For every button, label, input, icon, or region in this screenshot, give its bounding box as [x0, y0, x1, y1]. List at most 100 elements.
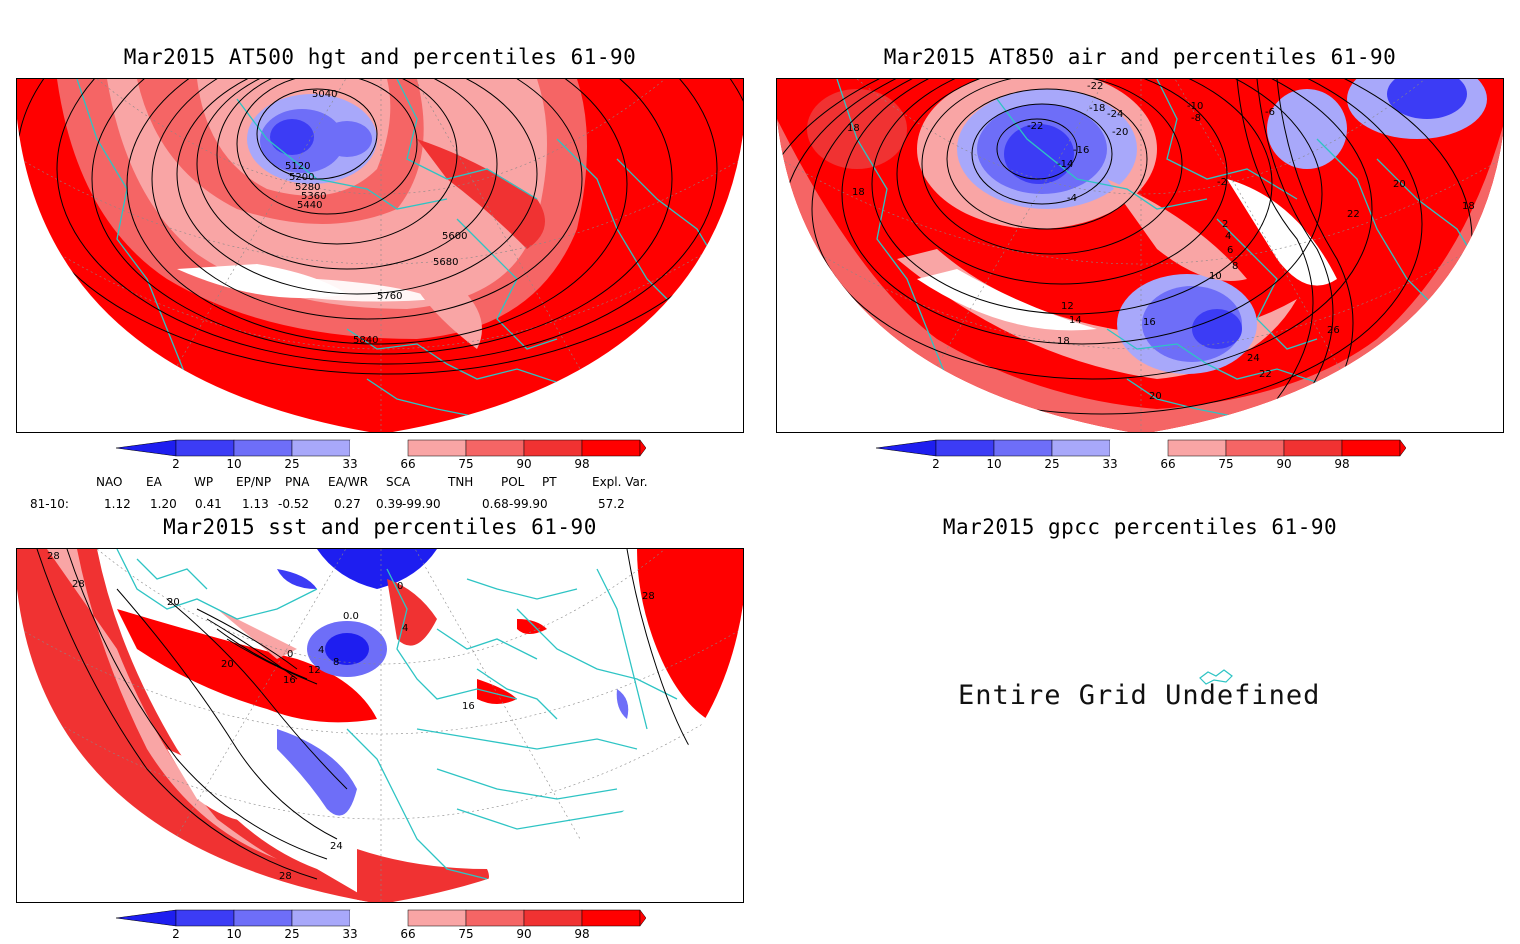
contour-label: 4	[318, 645, 324, 656]
colorbar-top-right: 2 10 25 33 66 75 90 98	[875, 438, 1407, 471]
sst-map: 28 28 20 0 4 0.0 0 4 8 12 16 20 24 28 28…	[17, 549, 743, 902]
contour-label: 2	[1222, 219, 1228, 230]
contour-label: -8	[1191, 113, 1201, 124]
contour-label: -10	[1187, 101, 1203, 112]
contour-label: 10	[1209, 271, 1222, 282]
colorbar-segment	[1167, 439, 1227, 457]
contour-label: -6	[1265, 107, 1275, 118]
contour-label: 14	[1069, 315, 1082, 326]
contour-label: 4	[1225, 231, 1231, 242]
colorbar-tick-label: 90	[516, 457, 531, 470]
colorbar-segment	[993, 439, 1053, 457]
panel3-title: Mar2015 sst and percentiles 61-90	[163, 515, 597, 539]
colorbar-segment	[175, 909, 235, 927]
colorbar-arrow-low	[115, 909, 177, 927]
idx-header: SCA	[386, 475, 411, 489]
colorbar-segment	[1110, 440, 1168, 456]
colorbar-tick-label: 75	[458, 457, 473, 470]
colorbar-segment	[935, 439, 995, 457]
contour-label: 16	[1143, 317, 1156, 328]
contour-label: 20	[1149, 391, 1162, 402]
contour-label: 16	[462, 701, 475, 712]
colorbar-segment	[350, 440, 408, 456]
contour-label: -18	[1089, 103, 1105, 114]
idx-value: 0.41	[195, 497, 222, 511]
colorbar-top: 2 10 25 33 66 75 90 98	[115, 438, 647, 471]
contour-label: 6	[1227, 245, 1233, 256]
colorbar-tick-label: 33	[342, 457, 357, 470]
contour-label: 24	[1247, 353, 1260, 364]
colorbar-tick-label: 2	[172, 457, 180, 470]
contour-label: -22	[1087, 81, 1103, 92]
idx-value: 1.12	[104, 497, 131, 511]
contour-label: 20	[221, 659, 234, 670]
colorbar-segment	[1225, 439, 1285, 457]
contour-label: 8	[333, 657, 339, 668]
colorbar-tick-label: 10	[986, 457, 1001, 470]
colorbar-tick-label: 2	[172, 927, 180, 940]
idx-header: EA	[146, 475, 162, 489]
contour-label: 28	[72, 579, 85, 590]
colorbar-tick-label: 90	[1276, 457, 1291, 470]
colorbar-tick-label: 90	[516, 927, 531, 940]
contour-label: 28	[47, 551, 60, 562]
contour-label: 12	[308, 665, 321, 676]
colorbar-tick-label: 33	[342, 927, 357, 940]
contour-label: 0.0	[343, 611, 359, 622]
contour-label: 8	[1232, 261, 1238, 272]
colorbar-segment	[1341, 439, 1401, 457]
colorbar-segment	[407, 439, 467, 457]
idx-value: -99.90	[509, 497, 548, 511]
idx-header: Expl. Var.	[592, 475, 648, 489]
panel4-title: Mar2015 gpcc percentiles 61-90	[942, 515, 1338, 539]
panel3-map: 28 28 20 0 4 0.0 0 4 8 12 16 20 24 28 28…	[16, 548, 744, 903]
idx-value: 1.13	[242, 497, 269, 511]
contour-label: 12	[1061, 301, 1074, 312]
panel1-map: 5040 5120 5200 5280 5360 5440 5520 5600 …	[16, 78, 744, 433]
idx-value: 0.27	[334, 497, 361, 511]
contour-label: 4	[402, 623, 408, 634]
contour-label: 20	[167, 597, 180, 608]
contour-label: -14	[1057, 159, 1073, 170]
contour-label: 16	[283, 675, 296, 686]
contour-label: 5280	[295, 182, 320, 193]
contour-label: 18	[847, 123, 860, 134]
colorbar-segment	[291, 439, 351, 457]
panel2-title: Mar2015 AT850 air and percentiles 61-90	[883, 45, 1397, 69]
colorbar-tick-label: 66	[400, 927, 415, 940]
tiny-coast-mark	[1199, 669, 1233, 685]
idx-header: EP/NP	[236, 475, 272, 489]
air850-map: -22 -24 -18 -10 -8 -6 -22 -20 -16 -14 -4…	[777, 79, 1503, 432]
contour-label: 28	[279, 871, 292, 882]
colorbar-segment	[581, 439, 641, 457]
idx-row-label: 81-10:	[30, 497, 69, 511]
colorbar-segment	[465, 439, 525, 457]
contour-label: 5200	[289, 172, 314, 183]
colorbar-segment	[407, 909, 467, 927]
contour-label: 5120	[285, 161, 310, 172]
colorbar-tick-label: 75	[1218, 457, 1233, 470]
colorbar-tick-label: 98	[574, 927, 589, 940]
colorbar-tick-label: 25	[1044, 457, 1059, 470]
contour-label: 22	[1347, 209, 1360, 220]
percentile-colorbar: 2 10 25 33 66 75 90 98	[115, 439, 647, 471]
colorbar-tick-label: 98	[1334, 457, 1349, 470]
contour-label: 5440	[297, 200, 322, 211]
contour-label: 18	[852, 187, 865, 198]
panel2-map: -22 -24 -18 -10 -8 -6 -22 -20 -16 -14 -4…	[776, 78, 1504, 433]
colorbar-tick-label: 75	[458, 927, 473, 940]
colorbar-arrow-high	[639, 909, 647, 927]
colorbar-segment	[1051, 439, 1111, 457]
contour-label: 5040	[312, 89, 337, 100]
idx-header: WP	[194, 475, 214, 489]
idx-value: -0.52	[278, 497, 310, 511]
colorbar-arrow-high	[639, 439, 647, 457]
contour-label: 5760	[377, 291, 402, 302]
colorbar-tick-label: 66	[400, 457, 415, 470]
colorbar-segment	[1283, 439, 1343, 457]
contour-label: 5840	[353, 335, 378, 346]
contour-label: -22	[1027, 121, 1043, 132]
colorbar-segment	[465, 909, 525, 927]
colorbar-segment	[233, 909, 293, 927]
colorbar-bottom: 2 10 25 33 66 75 90 98	[115, 908, 647, 941]
